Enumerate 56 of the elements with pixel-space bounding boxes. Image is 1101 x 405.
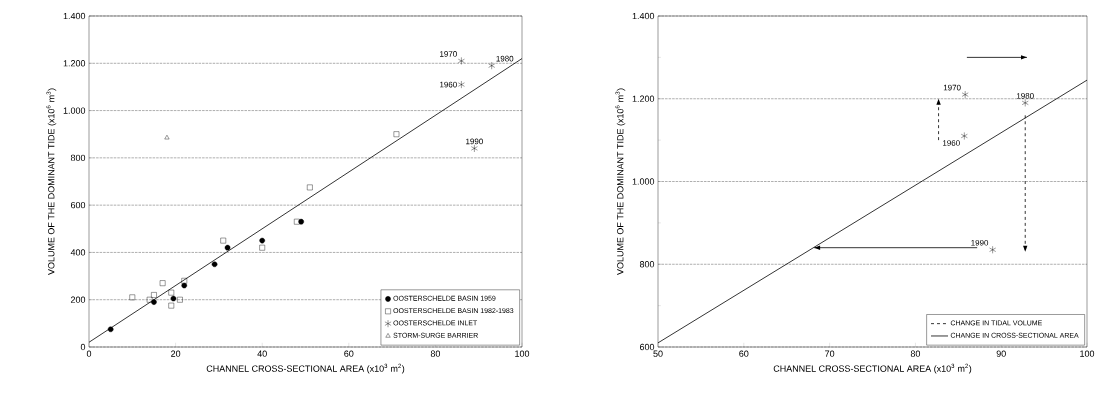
x-tick-label: 60 [739, 350, 749, 357]
point [151, 292, 157, 298]
y-tick-label: 1.000 [63, 107, 86, 114]
x-tick-label: 50 [653, 350, 663, 357]
y-tick-label: 1.400 [63, 12, 86, 20]
point [989, 245, 996, 254]
x-tick-label: 80 [910, 350, 921, 357]
point [393, 131, 400, 137]
y-tick-label: 400 [70, 249, 86, 256]
point [181, 278, 188, 284]
point [294, 218, 300, 225]
y-tick-label: 200 [70, 296, 86, 303]
y-tick-label: 1.200 [63, 60, 86, 67]
x-tick-label: 100 [1080, 350, 1095, 357]
x-axis-title: CHANNEL CROSS-SECTIONAL AREA (x10$^{3}$ m$^{2}$) [773, 363, 972, 374]
y-tick-label: 1.200 [632, 95, 655, 102]
point [259, 237, 265, 244]
x-tick-label: 100 [515, 350, 530, 357]
point [1021, 99, 1029, 107]
point [170, 295, 177, 302]
point [220, 237, 227, 244]
point [488, 61, 495, 70]
point [259, 244, 265, 251]
point [961, 132, 968, 140]
y-axis-title: VOLUME OF THE DOMINANT TIDE (x10$^{6}$ m$^{3}$) [615, 88, 626, 275]
x-tick-label: 90 [996, 350, 1006, 357]
point [159, 280, 166, 286]
point [458, 57, 465, 65]
x-axis-title: CHANNEL CROSS-SECTIONAL AREA (x10$^{3}$ m$^{2}$) [206, 363, 405, 374]
y-tick-label: 800 [639, 261, 655, 268]
point [177, 296, 183, 303]
point [107, 326, 114, 333]
point [129, 294, 136, 301]
point [211, 261, 218, 268]
y-tick-label: 600 [70, 201, 86, 209]
x-tick-label: 0 [86, 350, 92, 357]
x-tick-label: 60 [344, 350, 354, 357]
y-tick-label: 600 [639, 343, 655, 351]
y-tick-label: 800 [70, 154, 86, 162]
y-tick-label: 1.000 [632, 178, 655, 185]
x-tick-label: 70 [825, 350, 835, 357]
point [224, 244, 231, 251]
y-tick-label: 0 [80, 343, 86, 351]
point [168, 289, 175, 296]
x-tick-label: 40 [257, 350, 267, 357]
point [458, 80, 465, 89]
point [146, 296, 153, 303]
point [961, 90, 969, 99]
point [181, 282, 188, 289]
x-tick-label: 80 [430, 350, 441, 357]
y-axis-title: VOLUME OF THE DOMINANT TIDE (x10$^{6}$ m$^{3}$) [46, 88, 57, 275]
point [307, 184, 313, 191]
point [164, 134, 170, 140]
point [168, 302, 175, 309]
y-tick-label: 1.400 [632, 12, 655, 20]
x-tick-label: 20 [171, 350, 181, 357]
